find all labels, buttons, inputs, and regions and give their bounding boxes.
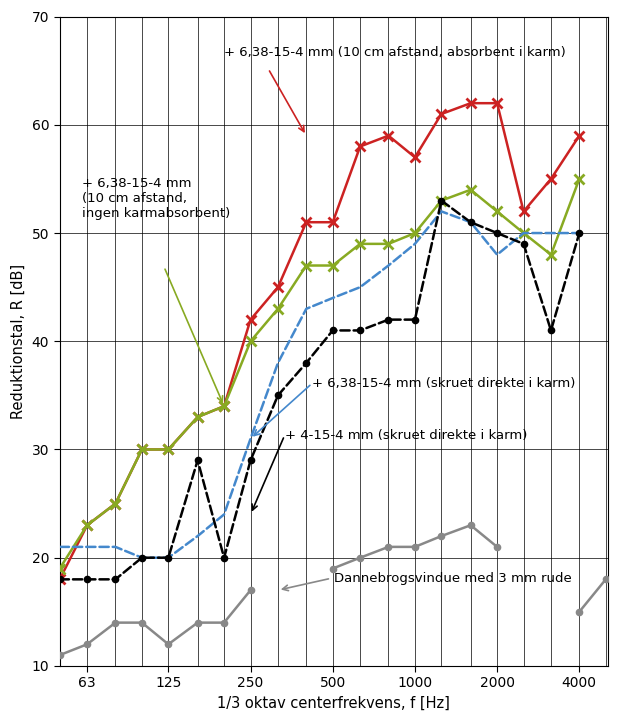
X-axis label: 1/3 oktav centerfrekvens, f [Hz]: 1/3 oktav centerfrekvens, f [Hz] [217,696,450,711]
Text: + 4-15-4 mm (skruet direkte i karm): + 4-15-4 mm (skruet direkte i karm) [285,429,527,442]
Text: Dannebrogsvindue med 3 mm rude: Dannebrogsvindue med 3 mm rude [334,572,572,585]
Y-axis label: Reduktionstal, R [dB]: Reduktionstal, R [dB] [11,264,26,419]
Text: + 6,38-15-4 mm
(10 cm afstand,
ingen karmabsorbent): + 6,38-15-4 mm (10 cm afstand, ingen kar… [82,177,230,220]
Text: + 6,38-15-4 mm (skruet direkte i karm): + 6,38-15-4 mm (skruet direkte i karm) [312,377,576,390]
Text: + 6,38-15-4 mm (10 cm afstand, absorbent i karm): + 6,38-15-4 mm (10 cm afstand, absorbent… [224,45,566,58]
